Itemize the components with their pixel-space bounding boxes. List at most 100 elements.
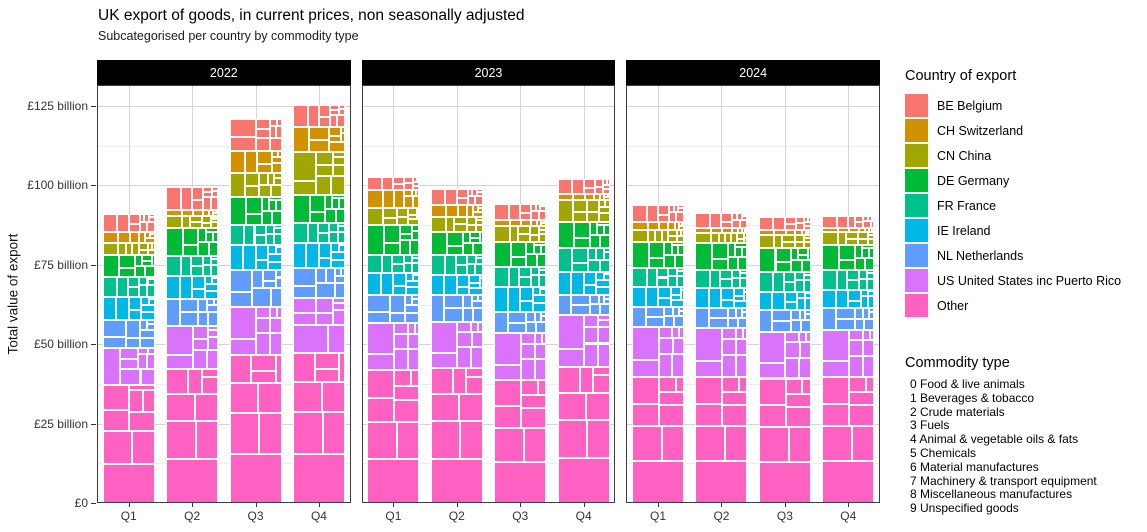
commodity-cell-DE-0: [261, 196, 270, 211]
commodity-cell-OTHER-5: [557, 419, 588, 459]
commodity-cell-IE-7: [243, 245, 256, 271]
commodity-cell-FR-8: [202, 264, 211, 276]
commodity-cell-US-2: [333, 303, 345, 311]
commodity-cell-US-2: [471, 321, 479, 333]
commodity-item: 2 Crude materials: [910, 404, 1005, 419]
commodity-cell-CH-2: [744, 228, 748, 231]
commodity-cell-NL-8: [791, 309, 800, 321]
commodity-cell-DE-8: [463, 243, 474, 255]
commodity-cell-BE-7: [557, 179, 573, 194]
commodity-cell-OTHER-2: [251, 370, 277, 384]
commodity-cell-CH-9: [822, 228, 838, 233]
commodity-cell-OTHER-1: [848, 392, 875, 406]
commodity-cell-OTHER-8: [822, 376, 849, 404]
commodity-cell-CH-6: [145, 238, 155, 244]
commodity-cell-IE-0: [784, 291, 798, 303]
commodity-cell-IE-7: [306, 243, 319, 269]
commodity-cell-CN-9: [332, 151, 345, 158]
commodity-cell-OTHER-1: [129, 389, 144, 412]
commodity-cell-BE-5: [381, 176, 394, 191]
commodity-cell-CH-2: [478, 205, 483, 208]
x-tick: [318, 503, 320, 507]
commodity-cell-IE-6: [318, 257, 332, 269]
commodity-cell-BE-8: [270, 137, 282, 152]
commodity-cell-IE-8: [405, 287, 420, 295]
commodity-cell-CN-1: [804, 242, 811, 249]
commodity-cell-OTHER-1: [188, 368, 202, 395]
commodity-cell-US-3: [292, 312, 317, 326]
commodity-cell-BE-7: [367, 176, 382, 191]
commodity-cell-OTHER-5: [367, 421, 398, 460]
commodity-cell-FR-0: [254, 225, 266, 236]
commodity-cell-DE-2: [734, 246, 742, 257]
commodity-cell-IE-8: [268, 261, 282, 271]
commodity-cell-IE-3: [204, 283, 219, 292]
commodity-cell-FR-2: [676, 270, 685, 277]
x-tick-label: Q3: [776, 509, 793, 523]
commodity-cell-CN-6: [845, 238, 859, 246]
commodity-cell-IE-1: [141, 296, 149, 305]
commodity-cell-OTHER-6: [725, 426, 748, 462]
commodity-cell-BE-0: [203, 197, 211, 210]
commodity-cell-FR-1: [866, 278, 875, 290]
commodity-cell-CN-8: [731, 233, 737, 244]
facet-strip-2024: 2024: [626, 60, 880, 85]
commodity-cell-NL-0: [589, 304, 600, 315]
commodity-cell-OTHER-9: [675, 376, 685, 393]
commodity-cell-CN-1: [267, 173, 275, 185]
commodity-cell-IE-3: [405, 280, 420, 288]
commodity-cell-CH-8: [256, 164, 273, 174]
commodity-cell-DE-0: [727, 243, 735, 257]
commodity-cell-OTHER-3: [822, 403, 849, 427]
legend-entry-label: CH Switzerland: [937, 123, 1024, 138]
commodity-cell-OTHER-0: [557, 366, 580, 393]
commodity-cell-NL-5: [444, 308, 464, 322]
commodity-cell-FR-7: [430, 254, 446, 275]
commodity-cell-BE-4: [476, 189, 483, 193]
commodity-cell-CN-0: [667, 236, 678, 242]
commodity-cell-US-7: [430, 321, 458, 353]
gridline-minor-h: [97, 304, 351, 306]
commodity-cell-IE-1: [596, 271, 604, 280]
commodity-cell-IE-9: [212, 275, 219, 278]
commodity-cell-DE-3: [473, 243, 483, 255]
commodity-cell-FR-9: [147, 276, 155, 280]
commodity-cell-NL-6: [800, 320, 811, 332]
facet-strip-2023: 2023: [361, 60, 616, 85]
commodity-cell-IE-8: [670, 299, 685, 307]
commodity-cell-OTHER-5: [229, 412, 260, 455]
commodity-cell-DE-7: [494, 241, 511, 267]
commodity-cell-NL-6: [599, 304, 610, 315]
commodity-cell-CN-5: [774, 234, 783, 249]
commodity-cell-FR-7: [166, 255, 181, 276]
commodity-cell-CN-6: [397, 208, 409, 218]
commodity-cell-CH-1: [808, 231, 811, 235]
commodity-cell-US-8: [292, 298, 317, 313]
legend-swatch-CN: [905, 144, 928, 167]
commodity-cell-CN-0: [736, 233, 744, 239]
commodity-cell-US-5: [695, 360, 722, 377]
commodity-cell-DE-5: [384, 225, 400, 243]
commodity-cell-OTHER-7: [822, 461, 875, 503]
commodity-cell-US-8: [584, 343, 599, 367]
commodity-cell-CH-0: [473, 205, 479, 212]
commodity-cell-FR-3: [139, 276, 148, 286]
commodity-cell-NL-2: [863, 308, 869, 319]
commodity-cell-CN-3: [476, 220, 483, 225]
commodity-cell-NL-1: [540, 315, 547, 323]
commodity-cell-BE-6: [318, 105, 330, 118]
commodity-cell-CH-2: [150, 231, 155, 235]
x-tick: [658, 503, 660, 507]
commodity-cell-DE-9: [807, 248, 811, 261]
commodity-cell-US-8: [140, 368, 155, 385]
commodity-cell-BE-4: [808, 216, 811, 222]
commodity-cell-US-5: [822, 361, 849, 377]
commodity-item: 6 Material manufactures: [910, 459, 1039, 474]
commodity-cell-CH-1: [212, 209, 217, 213]
commodity-cell-IE-1: [268, 245, 276, 254]
commodity-cell-BE-5: [117, 214, 129, 232]
commodity-cell-CH-8: [858, 228, 865, 233]
commodity-cell-NL-3: [708, 308, 728, 319]
commodity-cell-DE-1: [868, 248, 875, 258]
commodity-cell-IE-5: [229, 245, 244, 271]
